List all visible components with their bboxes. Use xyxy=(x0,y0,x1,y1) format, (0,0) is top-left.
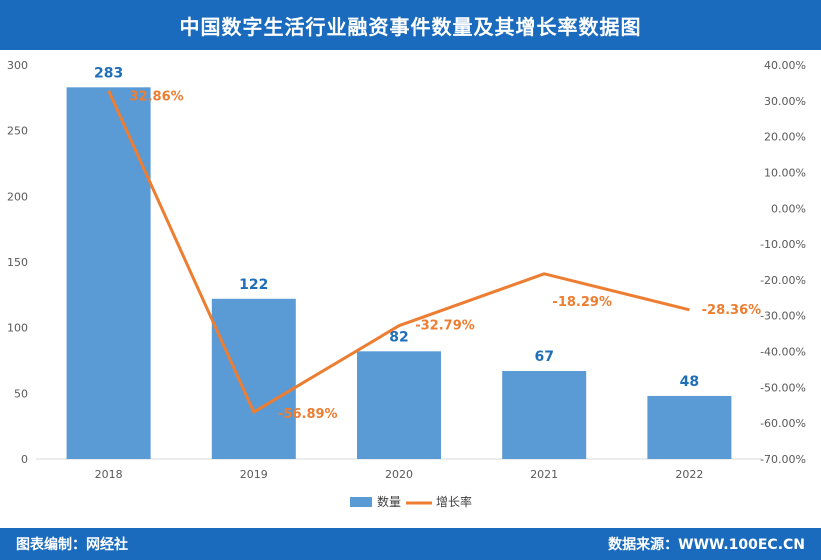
x-tick-label: 2018 xyxy=(95,468,123,481)
y-right-tick-label: -10.00% xyxy=(760,238,806,251)
x-tick-label: 2021 xyxy=(530,468,558,481)
y-right-tick-label: -50.00% xyxy=(760,381,806,394)
y-left-tick-label: 200 xyxy=(7,190,28,203)
growth-rate-label: -28.36% xyxy=(702,303,762,318)
y-left-tick-label: 50 xyxy=(14,387,28,400)
y-right-tick-label: -60.00% xyxy=(760,417,806,430)
x-tick-label: 2020 xyxy=(385,468,413,481)
y-left-tick-label: 150 xyxy=(7,256,28,269)
y-right-tick-label: -70.00% xyxy=(760,453,806,466)
y-right-tick-label: -40.00% xyxy=(760,346,806,359)
growth-rate-label: 32.86% xyxy=(130,90,184,105)
y-left-tick-label: 0 xyxy=(21,453,28,466)
y-right-tick-label: -30.00% xyxy=(760,310,806,323)
chart: 0 50 100 150 200 250 300 -70.00% -60.00% -50.00% -… xyxy=(7,59,806,509)
footer-credit: 图表编制：网经社 xyxy=(16,537,128,553)
bar xyxy=(647,395,732,459)
bar-value-label: 48 xyxy=(680,374,699,390)
growth-rate-label: -18.29% xyxy=(552,295,612,310)
chart-title: 中国数字生活行业融资事件数量及其增长率数据图 xyxy=(179,14,642,39)
y-left-tick-label: 100 xyxy=(7,322,28,335)
bar xyxy=(211,298,296,459)
y-right-tick-label: 10.00% xyxy=(764,166,806,179)
title-bar: 中国数字生活行业融资事件数量及其增长率数据图 xyxy=(0,0,821,50)
footer-source: 数据来源：WWW.100EC.CN xyxy=(608,537,805,553)
legend-label: 增长率 xyxy=(436,494,472,509)
y-right-tick-label: 30.00% xyxy=(764,95,806,108)
bar-value-label: 67 xyxy=(534,349,553,365)
y-left-tick-label: 300 xyxy=(7,59,28,72)
y-right-tick-label: 40.00% xyxy=(764,59,806,72)
bar-value-label: 82 xyxy=(389,329,408,345)
x-tick-label: 2019 xyxy=(240,468,268,481)
bar-value-label: 283 xyxy=(94,65,123,81)
bar xyxy=(502,371,587,459)
growth-rate-label: -32.79% xyxy=(415,319,475,334)
bar-value-label: 122 xyxy=(239,277,268,293)
growth-rate-line xyxy=(107,89,690,414)
y-right-tick-label: 20.00% xyxy=(764,131,806,144)
legend-label: 数量 xyxy=(377,494,401,509)
legend-swatch-bar xyxy=(350,497,372,507)
y-right-tick-label: 0.00% xyxy=(771,202,806,215)
growth-rate-label: -56.89% xyxy=(278,407,338,422)
y-left-tick-label: 250 xyxy=(7,125,28,138)
bar xyxy=(66,87,151,460)
x-tick-label: 2022 xyxy=(675,468,703,481)
bar xyxy=(357,351,441,459)
y-right-tick-label: -20.00% xyxy=(760,274,806,287)
footer-bar: 图表编制：网经社 数据来源：WWW.100EC.CN xyxy=(0,528,821,560)
